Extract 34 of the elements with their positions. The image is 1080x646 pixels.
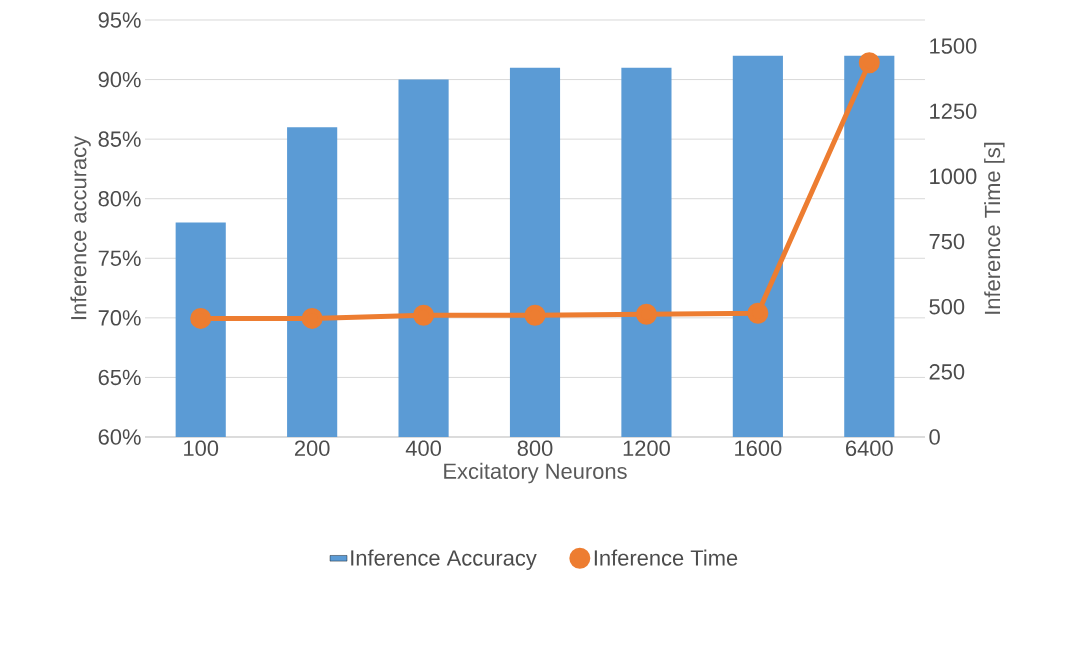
y2-tick-label: 1500 [930, 38, 977, 54]
y-tick-label: 70% [98, 310, 141, 326]
y-tick-label: 90% [98, 71, 141, 88]
y-tick-label: 80% [98, 190, 141, 207]
point [858, 52, 880, 74]
y-tick-label: 95% [98, 12, 141, 28]
y2-tick-label: 250 [929, 364, 965, 380]
y-axis-title: Inference accuracy [70, 135, 91, 320]
x-tick-label: 200 [294, 440, 330, 457]
y2-tick-label: 1250 [930, 103, 977, 119]
y-tick-label: 75% [98, 250, 141, 266]
x-tick-label: 1600 [735, 440, 782, 457]
y-tick-label: 65% [98, 369, 141, 386]
point [524, 304, 546, 326]
legend-label: Inference Time [594, 549, 738, 566]
y2-tick-label: 1000 [930, 168, 977, 185]
x-axis-title: Excitatory Neurons [444, 462, 627, 484]
y2-tick-label: 500 [929, 298, 965, 315]
y-tick-label: 85% [98, 131, 141, 147]
y-tick-label: 60% [98, 429, 141, 445]
x-tick-label: 400 [405, 440, 441, 457]
point [190, 307, 212, 329]
x-tick-label: 6400 [846, 440, 893, 457]
point [635, 303, 657, 325]
y2-tick-label: 0 [929, 429, 940, 445]
y2-tick-label: 750 [929, 233, 965, 250]
y2-axis-title: Inference Time [s] [984, 142, 1005, 314]
x-tick-label: 100 [184, 440, 219, 457]
point [413, 304, 435, 326]
point [747, 302, 769, 324]
point [301, 307, 323, 329]
x-tick-label: 800 [517, 440, 553, 457]
legend-label: Inference Accuracy [351, 549, 537, 571]
x-tick-label: 1200 [623, 440, 670, 457]
